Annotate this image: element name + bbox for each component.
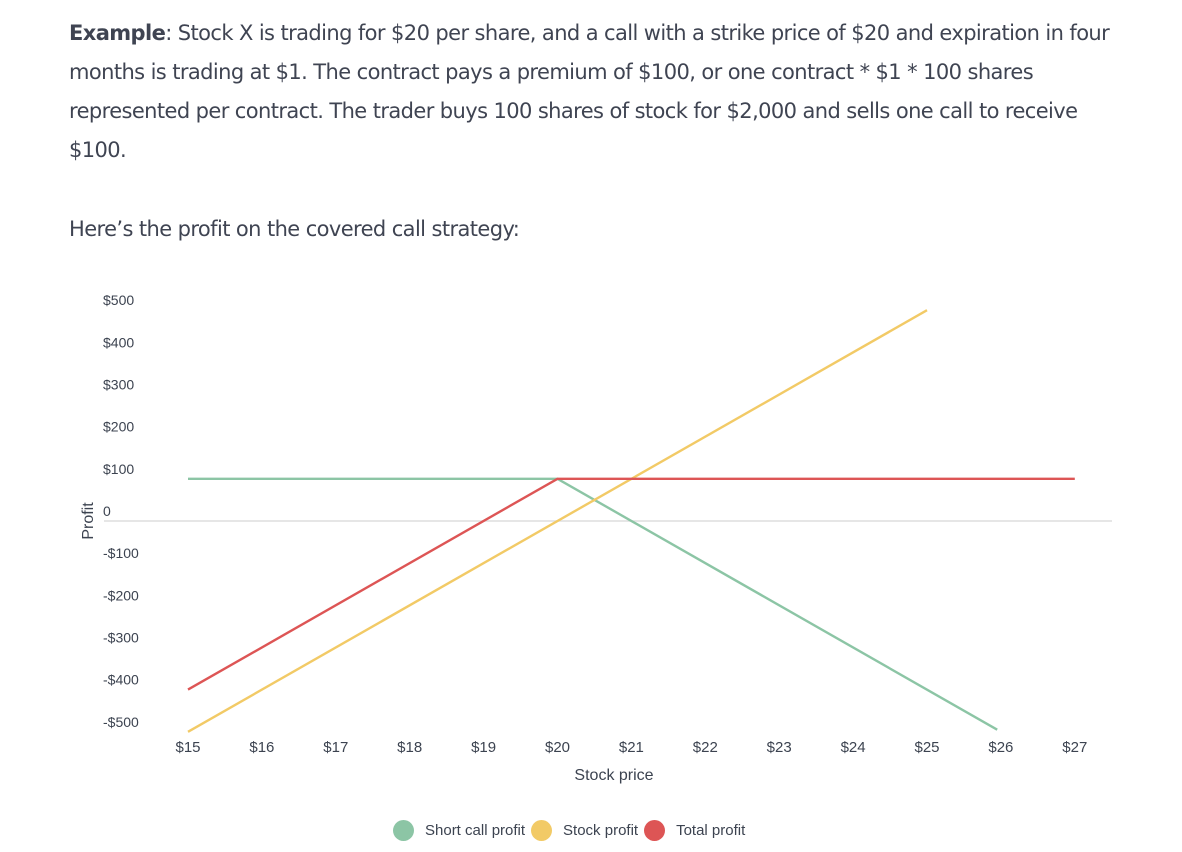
chart-series (187, 309, 1075, 733)
stock-dot-icon (531, 820, 553, 841)
x-tick-label: $25 (914, 739, 939, 756)
x-tick-label: $16 (249, 739, 274, 756)
y-tick-label: -$400 (103, 672, 139, 688)
x-tick-label: $23 (767, 739, 792, 756)
x-tick-label: $27 (1062, 739, 1087, 756)
x-tick-label: $24 (841, 739, 866, 756)
y-tick-label: -$300 (103, 629, 139, 645)
x-tick-label: $19 (471, 739, 496, 756)
y-tick-label: -$100 (103, 545, 139, 561)
total-profit-line (187, 477, 1075, 691)
legend-item-total[interactable]: Total profit (644, 820, 745, 841)
x-tick-label: $26 (988, 739, 1013, 756)
y-axis-ticks: $500 $400 $300 $200 $100 0 -$100 -$200 -$300 -$40… (103, 292, 139, 730)
example-paragraph: Example: Stock X is trading for $20 per … (69, 14, 1129, 170)
y-tick-label: 0 (103, 503, 111, 519)
y-tick-label: $100 (103, 461, 134, 477)
y-tick-label: $500 (103, 292, 134, 308)
x-tick-label: $21 (619, 739, 644, 756)
y-tick-label: $300 (103, 377, 134, 393)
legend-label: Total profit (676, 822, 746, 839)
legend-label: Stock profit (563, 822, 639, 839)
y-tick-label: $200 (103, 419, 134, 435)
short-call-dot-icon (393, 820, 414, 841)
x-axis-ticks: $15 $16 $17 $18 $19 $20 $21 $22 $23 $24 $25 $26 $27 (175, 739, 1087, 756)
example-label: Example (69, 21, 166, 45)
x-tick-label: $18 (397, 739, 422, 756)
chart-legend: Short call profit Stock profit Total pro… (393, 820, 751, 841)
y-tick-label: -$200 (103, 587, 139, 603)
x-tick-label: $22 (693, 739, 718, 756)
x-tick-label: $17 (323, 739, 348, 756)
y-axis-title: Profit (80, 502, 97, 540)
x-tick-label: $20 (545, 739, 570, 756)
chart-intro-text: Here’s the profit on the covered call st… (69, 217, 520, 241)
legend-item-short-call[interactable]: Short call profit (393, 820, 525, 841)
x-tick-label: $15 (175, 739, 200, 756)
short-call-profit-line (188, 477, 998, 731)
legend-label: Short call profit (425, 822, 526, 839)
x-axis-title: Stock price (574, 767, 653, 784)
stock-profit-line (187, 309, 928, 733)
example-text: : Stock X is trading for $20 per share, … (69, 21, 1110, 162)
y-tick-label: -$500 (103, 714, 139, 730)
y-tick-label: $400 (103, 334, 134, 350)
legend-item-stock[interactable]: Stock profit (531, 820, 638, 841)
total-dot-icon (644, 820, 666, 841)
